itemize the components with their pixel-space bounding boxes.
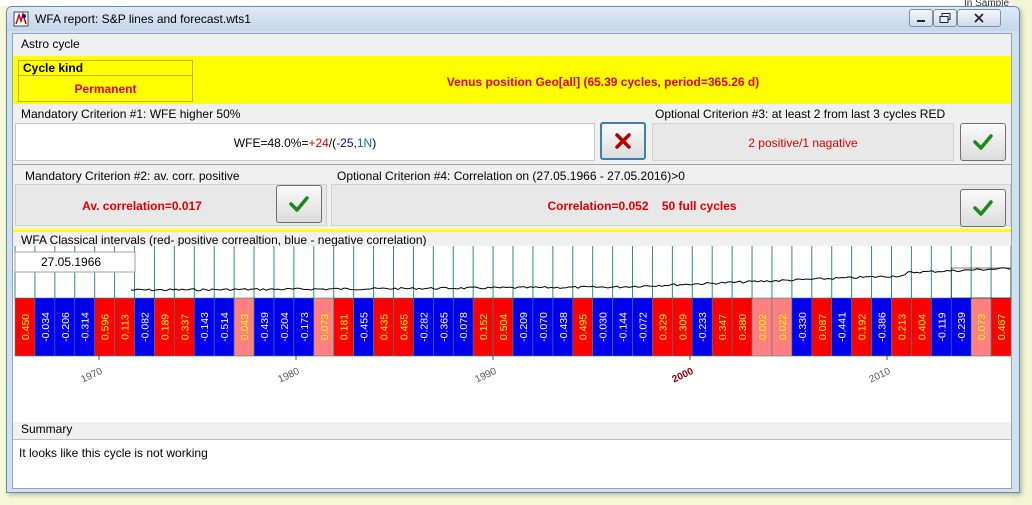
- interval-value-label: 0.467: [996, 314, 1008, 340]
- close-button[interactable]: [957, 9, 1001, 27]
- criterion1-status-button[interactable]: [600, 122, 646, 160]
- cycle-kind-label: Cycle kind: [19, 61, 192, 76]
- interval-value-label: -0.119: [936, 312, 948, 341]
- interval-value-label: -0.314: [80, 312, 92, 342]
- interval-value-label: -0.386: [877, 312, 889, 342]
- minimize-button[interactable]: [909, 9, 933, 27]
- window-title: WFA report: S&P lines and forecast.wts1: [35, 12, 251, 26]
- interval-value-label: -0.072: [637, 312, 649, 342]
- criterion4-status-button[interactable]: [960, 189, 1006, 227]
- criterion2-status-button[interactable]: [276, 185, 322, 223]
- interval-value-label: -0.441: [837, 312, 849, 342]
- interval-value-label: 0.113: [120, 314, 132, 340]
- interval-value-label: 0.504: [498, 314, 510, 340]
- interval-value-label: -0.330: [797, 312, 809, 342]
- criterion2-value: Av. correlation=0.017: [82, 199, 202, 213]
- price-line: [130, 267, 1011, 292]
- interval-value-label: 0.404: [916, 314, 928, 340]
- interval-value-label: 0.337: [179, 314, 191, 340]
- interval-value-label: -0.239: [956, 312, 968, 342]
- criterion4-value: Correlation=0.052 50 full cycles: [547, 199, 737, 213]
- interval-value-label: -0.078: [458, 312, 470, 342]
- criterion3-status-button[interactable]: [960, 123, 1006, 161]
- wfe-value: WFE=48.0%=+24/(-25,1N): [233, 136, 377, 150]
- interval-value-label: 0.022: [777, 314, 789, 340]
- background-app-strip: [0, 0, 1032, 6]
- interval-value-label: 0.465: [398, 314, 410, 340]
- interval-value-label: 0.152: [478, 314, 490, 340]
- interval-value-label: 0.073: [976, 314, 988, 340]
- interval-value-label: 0.329: [657, 314, 669, 340]
- interval-value-label: -0.030: [598, 312, 610, 342]
- criterion2-field: Av. correlation=0.017: [15, 184, 327, 226]
- yellow-divider: [13, 229, 1011, 232]
- interval-value-label: -0.209: [518, 312, 530, 342]
- report-client-area: Astro cycle Cycle kind Permanent Venus p…: [12, 33, 1012, 489]
- criterion2-caption: Mandatory Criterion #2: av. corr. positi…: [25, 169, 240, 183]
- interval-value-label: 0.380: [737, 314, 749, 340]
- year-label: 1980: [277, 366, 302, 386]
- start-date-label: 27.05.1966: [41, 255, 101, 269]
- interval-value-label: -0.365: [438, 312, 450, 342]
- interval-value-label: -0.173: [299, 312, 311, 342]
- interval-value-label: 0.192: [857, 314, 869, 340]
- criterion3-field: 2 positive/1 nagative: [652, 123, 954, 161]
- interval-value-label: 0.495: [578, 314, 590, 340]
- criterion1-caption: Mandatory Criterion #1: WFE higher 50%: [21, 107, 241, 121]
- maximize-button[interactable]: [933, 9, 957, 27]
- interval-value-label: -0.514: [219, 312, 231, 342]
- interval-value-label: 0.347: [717, 314, 729, 340]
- app-logo-icon: [13, 11, 29, 27]
- interval-value-label: 0.450: [20, 314, 32, 340]
- year-label: 2000: [671, 366, 696, 386]
- background-tab: In Sample (Trainin: [928, 0, 1032, 8]
- interval-value-label: -0.143: [199, 312, 211, 342]
- summary-caption: Summary: [21, 422, 73, 436]
- interval-value-label: -0.439: [259, 312, 271, 342]
- interval-value-label: 0.002: [757, 314, 769, 340]
- interval-value-label: 0.189: [159, 314, 171, 340]
- interval-value-label: -0.070: [538, 312, 550, 342]
- cycle-description: Venus position Geo[all] (65.39 cycles, p…: [446, 75, 760, 89]
- criterion3-value: 2 positive/1 nagative: [748, 136, 858, 150]
- cycle-kind-value: Permanent: [74, 82, 137, 96]
- criterion3-caption: Optional Criterion #3: at least 2 from l…: [655, 107, 946, 121]
- interval-value-label: -0.455: [359, 312, 371, 342]
- year-label: 2010: [868, 366, 893, 386]
- interval-value-label: -0.204: [279, 312, 291, 342]
- interval-value-label: -0.034: [40, 312, 52, 342]
- start-date-box: [14, 251, 136, 273]
- interval-value-label: 0.213: [896, 314, 908, 340]
- year-label: 1970: [80, 366, 105, 386]
- interval-value-label: -0.438: [558, 312, 570, 342]
- interval-value-label: 0.087: [817, 314, 829, 340]
- interval-value-label: -0.233: [697, 312, 709, 342]
- interval-value-label: -0.082: [139, 312, 151, 342]
- criterion4-caption: Optional Criterion #4: Correlation on (2…: [337, 169, 685, 183]
- wfa-chart-area: 27.05.1966 0.450 -0.034 -0.206 -0.314 0.596 0.…: [13, 246, 1012, 422]
- wfa-caption: WFA Classical intervals (red- positive c…: [21, 233, 427, 247]
- criterion1-field: WFE=48.0%=+24/(-25,1N): [15, 123, 595, 161]
- interval-value-label: 0.181: [339, 314, 351, 340]
- summary-text: It looks like this cycle is not working: [19, 446, 208, 460]
- interval-value-label: -0.282: [418, 312, 430, 342]
- summary-box[interactable]: It looks like this cycle is not working: [13, 439, 1011, 488]
- interval-value-label: 0.073: [319, 314, 331, 340]
- interval-value-label: -0.206: [60, 312, 72, 342]
- interval-value-label: 0.309: [677, 314, 689, 340]
- wfa-chart: 27.05.1966 0.450 -0.034 -0.206 -0.314 0.596 0.…: [14, 246, 1012, 386]
- interval-value-label: 0.435: [379, 314, 391, 340]
- title-bar[interactable]: WFA report: S&P lines and forecast.wts1: [7, 7, 1019, 31]
- separator: [13, 164, 1011, 165]
- interval-value-label: -0.144: [618, 312, 630, 342]
- last-cycles-frame: [950, 267, 1012, 299]
- report-window: WFA report: S&P lines and forecast.wts1 …: [6, 6, 1020, 493]
- criterion4-field: Correlation=0.052 50 full cycles: [331, 184, 1011, 226]
- interval-value-label: 0.596: [100, 314, 112, 340]
- interval-value-label: 0.043: [239, 314, 251, 340]
- astro-cycle-caption: Astro cycle: [21, 37, 80, 51]
- cycle-kind-box: Cycle kind Permanent: [18, 60, 193, 102]
- year-label: 1990: [474, 366, 499, 386]
